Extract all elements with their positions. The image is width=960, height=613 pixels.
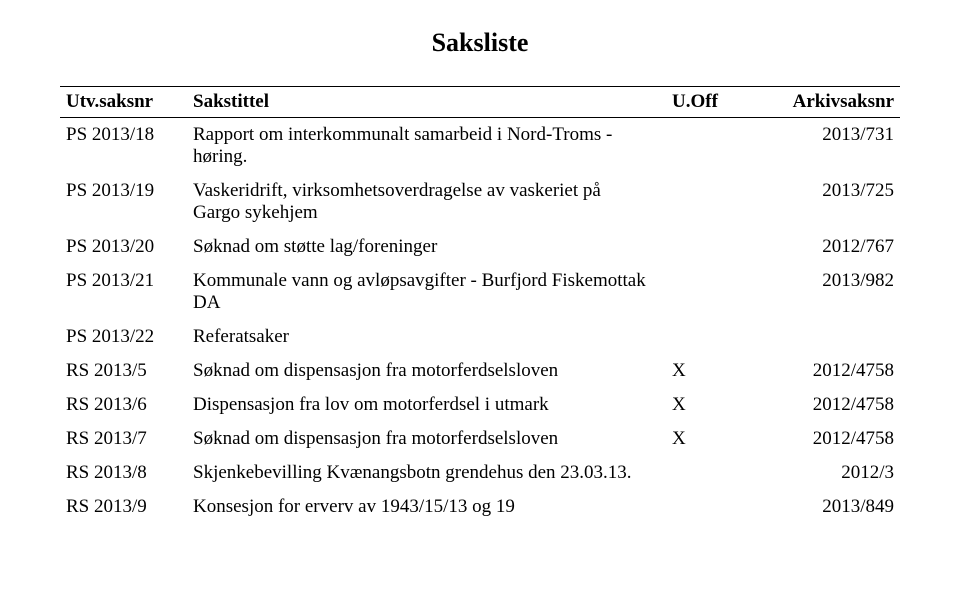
cell-uoff — [666, 320, 748, 354]
cell-arkiv: 2013/731 — [748, 118, 900, 175]
cell-tittel: Vaskeridrift, virksomhetsoverdragelse av… — [187, 174, 666, 230]
cell-tittel: Dispensasjon fra lov om motorferdsel i u… — [187, 388, 666, 422]
table-row: RS 2013/9 Konsesjon for erverv av 1943/1… — [60, 490, 900, 524]
cell-arkiv: 2012/4758 — [748, 422, 900, 456]
table-row: PS 2013/22 Referatsaker — [60, 320, 900, 354]
cell-tittel: Konsesjon for erverv av 1943/15/13 og 19 — [187, 490, 666, 524]
cell-arkiv: 2012/767 — [748, 230, 900, 264]
cell-tittel: Referatsaker — [187, 320, 666, 354]
cell-saksnr: RS 2013/6 — [60, 388, 187, 422]
cell-arkiv: 2012/3 — [748, 456, 900, 490]
cell-tittel: Søknad om dispensasjon fra motorferdsels… — [187, 422, 666, 456]
cell-uoff: X — [666, 388, 748, 422]
table-row: PS 2013/19 Vaskeridrift, virksomhetsover… — [60, 174, 900, 230]
cell-tittel: Skjenkebevilling Kvænangsbotn grendehus … — [187, 456, 666, 490]
cell-saksnr: RS 2013/7 — [60, 422, 187, 456]
cell-saksnr: RS 2013/5 — [60, 354, 187, 388]
col-header-arkiv: Arkivsaksnr — [748, 87, 900, 118]
cell-tittel: Kommunale vann og avløpsavgifter - Burfj… — [187, 264, 666, 320]
table-row: RS 2013/7 Søknad om dispensasjon fra mot… — [60, 422, 900, 456]
saksliste-table: Utv.saksnr Sakstittel U.Off Arkivsaksnr … — [60, 86, 900, 524]
cell-uoff — [666, 174, 748, 230]
cell-saksnr: PS 2013/20 — [60, 230, 187, 264]
cell-uoff — [666, 490, 748, 524]
cell-arkiv — [748, 320, 900, 354]
cell-uoff: X — [666, 354, 748, 388]
table-row: PS 2013/18 Rapport om interkommunalt sam… — [60, 118, 900, 175]
table-header-row: Utv.saksnr Sakstittel U.Off Arkivsaksnr — [60, 87, 900, 118]
cell-saksnr: PS 2013/22 — [60, 320, 187, 354]
cell-uoff: X — [666, 422, 748, 456]
cell-arkiv: 2013/725 — [748, 174, 900, 230]
cell-arkiv: 2012/4758 — [748, 354, 900, 388]
table-row: PS 2013/21 Kommunale vann og avløpsavgif… — [60, 264, 900, 320]
col-header-tittel: Sakstittel — [187, 87, 666, 118]
cell-uoff — [666, 230, 748, 264]
cell-arkiv: 2012/4758 — [748, 388, 900, 422]
col-header-saksnr: Utv.saksnr — [60, 87, 187, 118]
table-row: PS 2013/20 Søknad om støtte lag/forening… — [60, 230, 900, 264]
cell-arkiv: 2013/849 — [748, 490, 900, 524]
table-row: RS 2013/8 Skjenkebevilling Kvænangsbotn … — [60, 456, 900, 490]
cell-uoff — [666, 264, 748, 320]
cell-saksnr: RS 2013/9 — [60, 490, 187, 524]
cell-tittel: Søknad om dispensasjon fra motorferdsels… — [187, 354, 666, 388]
page-title: Saksliste — [60, 28, 900, 58]
cell-saksnr: RS 2013/8 — [60, 456, 187, 490]
table-row: RS 2013/6 Dispensasjon fra lov om motorf… — [60, 388, 900, 422]
cell-saksnr: PS 2013/18 — [60, 118, 187, 175]
cell-saksnr: PS 2013/19 — [60, 174, 187, 230]
table-row: RS 2013/5 Søknad om dispensasjon fra mot… — [60, 354, 900, 388]
cell-tittel: Søknad om støtte lag/foreninger — [187, 230, 666, 264]
cell-saksnr: PS 2013/21 — [60, 264, 187, 320]
cell-tittel: Rapport om interkommunalt samarbeid i No… — [187, 118, 666, 175]
cell-uoff — [666, 118, 748, 175]
col-header-uoff: U.Off — [666, 87, 748, 118]
cell-uoff — [666, 456, 748, 490]
cell-arkiv: 2013/982 — [748, 264, 900, 320]
